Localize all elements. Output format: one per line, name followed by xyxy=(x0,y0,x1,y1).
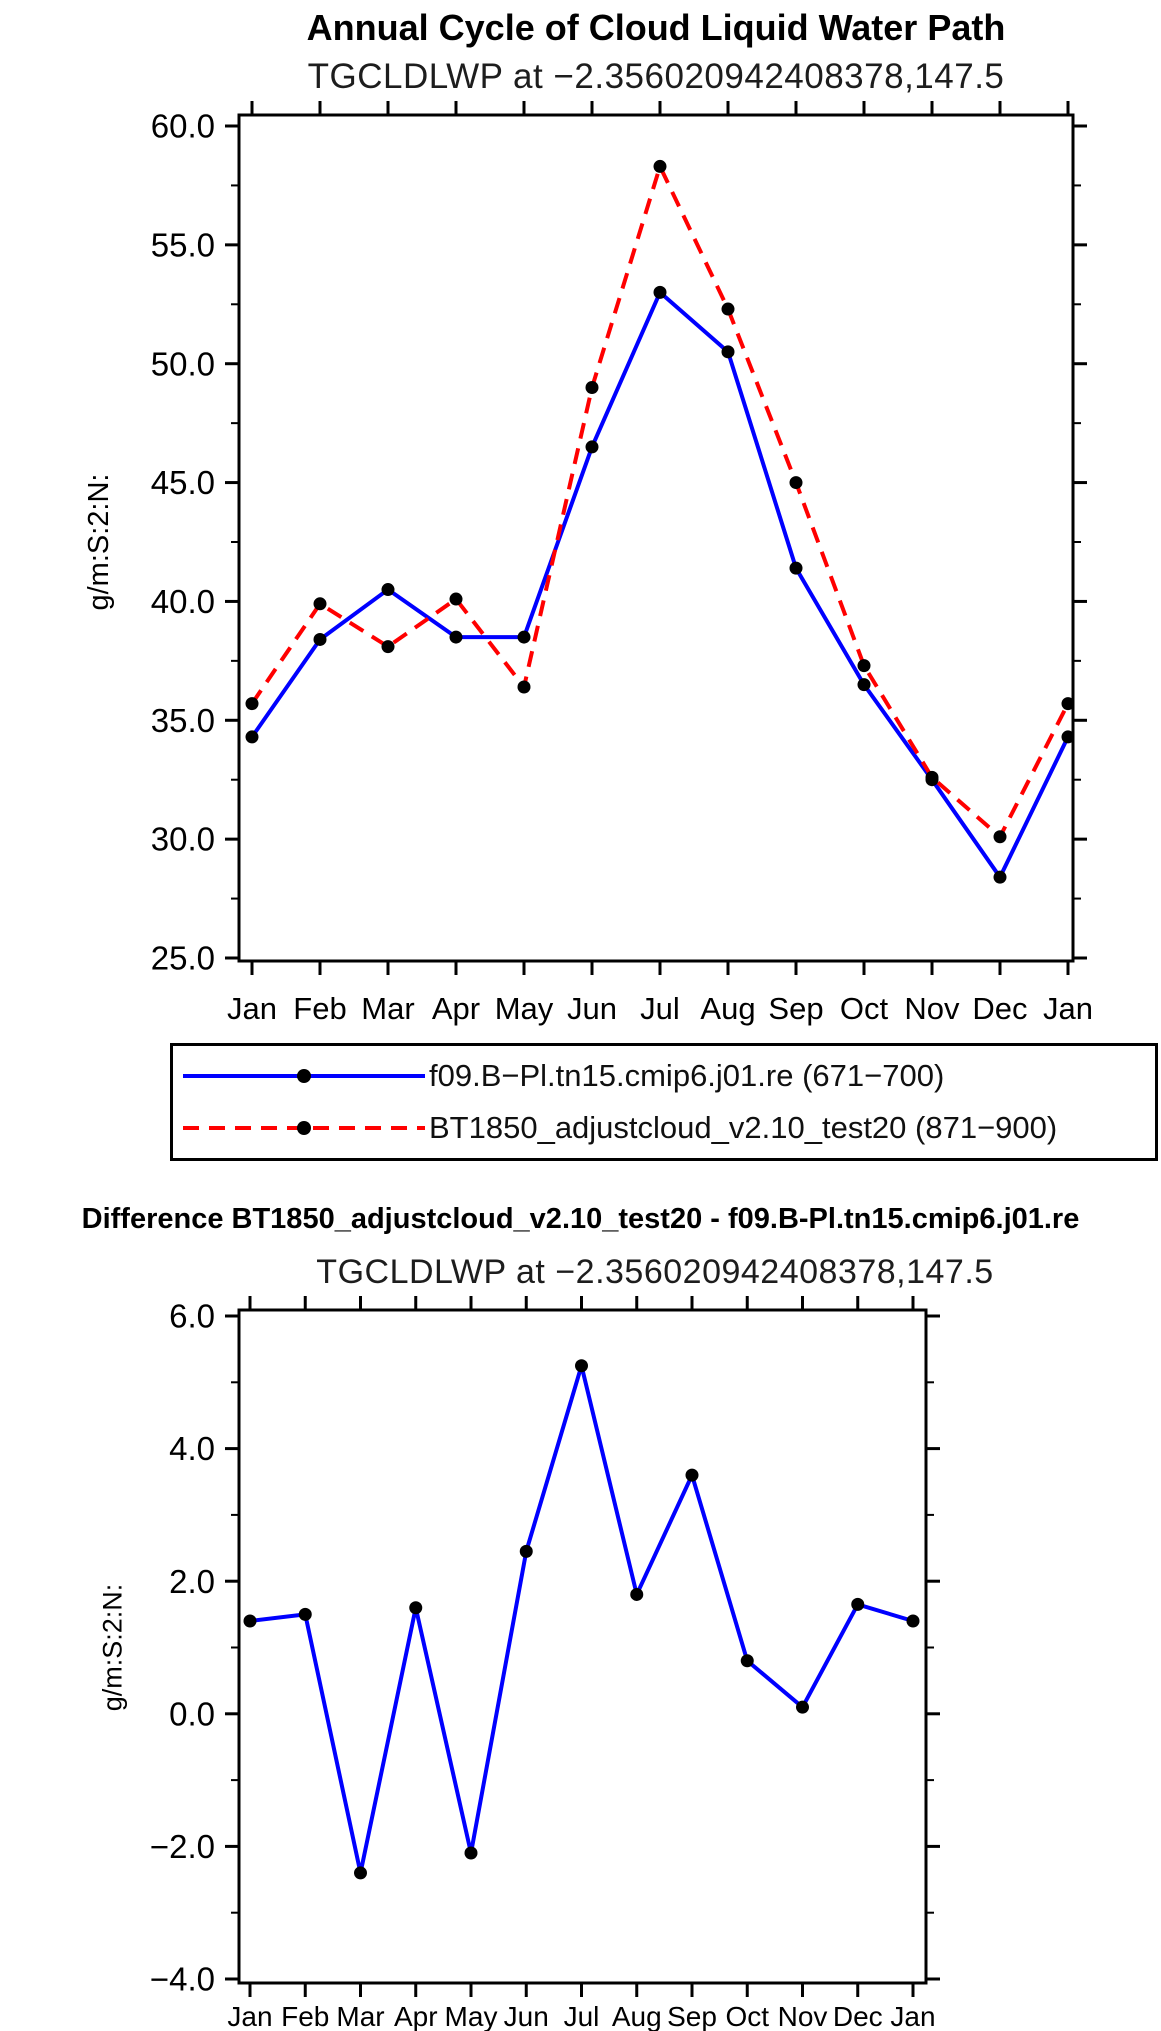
data-marker xyxy=(685,1468,699,1482)
main-title: Annual Cycle of Cloud Liquid Water Path xyxy=(306,7,1006,48)
data-marker xyxy=(381,583,395,597)
data-marker xyxy=(630,1587,644,1601)
chart2-subtitle: TGCLDLWP at −2.356020942408378,147.5 xyxy=(316,1253,994,1291)
data-marker xyxy=(906,1614,920,1628)
data-marker xyxy=(1061,697,1075,711)
legend-sample-model2 xyxy=(183,1121,425,1135)
data-marker xyxy=(857,659,871,673)
y-tick-label: 4.0 xyxy=(169,1430,215,1467)
month-label: Apr xyxy=(394,2001,438,2031)
month-label: Aug xyxy=(700,991,755,1026)
data-marker xyxy=(245,697,259,711)
data-marker xyxy=(313,597,327,611)
data-marker xyxy=(449,630,463,644)
y-tick-label: 40.0 xyxy=(151,583,215,620)
series-line-0 xyxy=(249,1363,914,1875)
y-tick-label: −4.0 xyxy=(150,1961,215,1998)
y-tick-label: 6.0 xyxy=(169,1298,215,1335)
month-label: Jul xyxy=(564,2001,600,2031)
data-marker xyxy=(789,476,803,490)
data-marker xyxy=(740,1654,754,1668)
data-marker xyxy=(464,1846,478,1860)
data-marker xyxy=(993,870,1007,884)
month-label: Jul xyxy=(640,991,680,1026)
month-label: Jun xyxy=(567,991,617,1026)
month-label: Mar xyxy=(336,2001,384,2031)
data-marker xyxy=(585,440,599,454)
month-label: Sep xyxy=(768,991,823,1026)
month-label: Jan xyxy=(890,2001,935,2031)
y-tick-label: 25.0 xyxy=(151,940,215,977)
legend-item-model1: f09.B−Pl.tn15.cmip6.j01.re (671−700) xyxy=(179,1050,1149,1102)
data-marker xyxy=(851,1597,865,1611)
legend-item-model2: BT1850_adjustcloud_v2.10_test20 (871−900… xyxy=(179,1102,1149,1154)
month-label: Oct xyxy=(725,2001,769,2031)
data-marker xyxy=(409,1601,423,1615)
month-label: Nov xyxy=(904,991,960,1026)
series-line-1 xyxy=(250,164,1070,839)
data-marker xyxy=(857,678,871,692)
month-label: Dec xyxy=(972,991,1027,1026)
data-marker xyxy=(1061,730,1075,744)
month-label: Sep xyxy=(667,2001,717,2031)
month-label: Nov xyxy=(778,2001,828,2031)
y-tick-label: 35.0 xyxy=(151,702,215,739)
data-marker xyxy=(925,770,939,784)
month-label: Jan xyxy=(227,2001,272,2031)
y-axis-label: g/m:S:2:N: xyxy=(83,474,115,611)
legend-label-model1: f09.B−Pl.tn15.cmip6.j01.re (671−700) xyxy=(429,1058,945,1093)
y-tick-label: 30.0 xyxy=(151,821,215,858)
month-label: May xyxy=(495,991,554,1026)
data-marker xyxy=(517,630,531,644)
legend-sample-model1 xyxy=(183,1069,425,1083)
month-label: Dec xyxy=(833,2001,883,2031)
data-marker xyxy=(243,1614,257,1628)
y-axis-label: g/m:S:2:N: xyxy=(97,1584,127,1712)
y-tick-label: 60.0 xyxy=(151,108,215,145)
month-label: Jan xyxy=(227,991,277,1026)
y-tick-label: 0.0 xyxy=(169,1695,215,1732)
legend-label-model2: BT1850_adjustcloud_v2.10_test20 (871−900… xyxy=(429,1110,1058,1145)
legend-marker-icon xyxy=(297,1069,311,1083)
data-marker xyxy=(517,680,531,694)
data-marker xyxy=(653,285,667,299)
data-marker xyxy=(653,159,667,173)
y-tick-label: 2.0 xyxy=(169,1563,215,1600)
y-tick-label: −2.0 xyxy=(150,1828,215,1865)
data-marker xyxy=(381,640,395,654)
data-marker xyxy=(721,302,735,316)
legend-box: f09.B−Pl.tn15.cmip6.j01.re (671−700) BT1… xyxy=(170,1043,1158,1161)
data-marker xyxy=(721,345,735,359)
data-marker xyxy=(313,632,327,646)
difference-title: Difference BT1850_adjustcloud_v2.10_test… xyxy=(81,1203,1080,1235)
legend-marker-icon xyxy=(297,1121,311,1135)
data-marker xyxy=(449,592,463,606)
data-marker xyxy=(245,730,259,744)
y-tick-label: 50.0 xyxy=(151,345,215,382)
plot-box xyxy=(237,1308,928,1985)
y-tick-label: 45.0 xyxy=(151,464,215,501)
month-label: Aug xyxy=(612,2001,662,2031)
month-label: Jun xyxy=(504,2001,549,2031)
data-marker xyxy=(298,1607,312,1621)
data-marker xyxy=(519,1544,533,1558)
plot-box xyxy=(237,113,1075,963)
month-label: Jan xyxy=(1043,991,1093,1026)
data-marker xyxy=(354,1866,367,1880)
data-marker xyxy=(789,561,803,575)
month-label: May xyxy=(445,2001,498,2031)
month-label: Mar xyxy=(361,991,414,1026)
data-marker xyxy=(585,380,599,394)
y-tick-label: 55.0 xyxy=(151,226,215,263)
chart1-subtitle: TGCLDLWP at −2.356020942408378,147.5 xyxy=(307,57,1005,96)
month-label: Oct xyxy=(840,991,889,1026)
month-label: Apr xyxy=(432,991,480,1026)
data-marker xyxy=(993,830,1007,844)
month-label: Feb xyxy=(293,991,346,1026)
data-marker xyxy=(796,1700,809,1714)
month-label: Feb xyxy=(281,2001,329,2031)
data-marker xyxy=(575,1359,588,1373)
